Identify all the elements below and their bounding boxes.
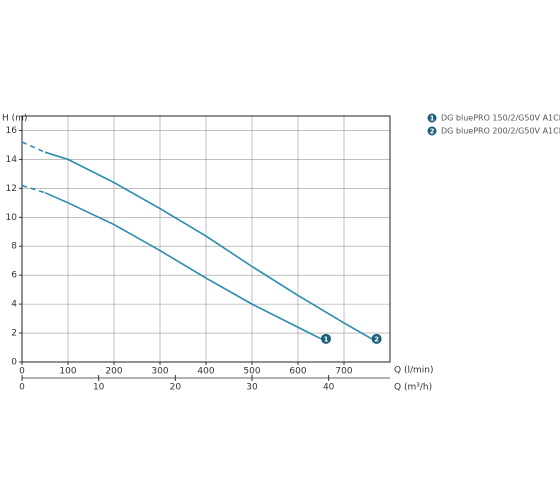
x-tick-label: 0 xyxy=(19,367,25,377)
curve-end-marker xyxy=(321,333,331,344)
x-tick-label: 100 xyxy=(59,367,76,377)
curve-dashed xyxy=(21,141,46,153)
y-tick-label: 6 xyxy=(11,271,17,281)
y-tick-label: 14 xyxy=(6,155,18,165)
y-tick-label: 2 xyxy=(11,329,17,339)
x2-axis-label: Q (m³/h) xyxy=(394,383,432,393)
x2-tick-label: 10 xyxy=(93,383,105,393)
y-tick-label: 10 xyxy=(6,213,18,223)
legend-label: DG bluePRO 150/2/G50V A1CM5 xyxy=(441,114,560,123)
curve-end-label: 1 xyxy=(324,335,329,343)
x-tick-label: 500 xyxy=(243,367,260,377)
x-tick-label: 600 xyxy=(289,367,306,377)
curve xyxy=(44,191,322,340)
y-tick-label: 16 xyxy=(6,126,18,136)
x-axis-label: Q (l/min) xyxy=(394,366,433,376)
x-tick-label: 400 xyxy=(197,367,214,377)
y-tick-label: 4 xyxy=(11,300,17,310)
plot-frame xyxy=(21,115,391,363)
x-tick-label: 200 xyxy=(105,367,122,377)
curve-end-marker xyxy=(371,333,382,344)
curve-end-label: 2 xyxy=(374,335,379,343)
x-tick-label: 700 xyxy=(335,367,352,377)
legend-marker xyxy=(427,126,437,136)
y-tick-label: 0 xyxy=(11,358,17,368)
curve xyxy=(44,151,372,340)
curve-dashed xyxy=(21,184,46,194)
x2-tick-label: 20 xyxy=(170,383,182,393)
x2-tick-label: 30 xyxy=(246,383,258,393)
y-tick-label: 12 xyxy=(6,184,17,194)
legend-marker-label: 2 xyxy=(430,128,435,136)
legend-marker-label: 1 xyxy=(430,115,435,123)
legend-marker xyxy=(427,113,437,123)
x2-tick-label: 0 xyxy=(19,383,25,393)
legend-label: DG bluePRO 200/2/G50V A1CM5 xyxy=(441,127,560,136)
x2-tick-label: 40 xyxy=(323,383,335,393)
y-axis-label: H (m) xyxy=(2,114,27,124)
x-tick-label: 300 xyxy=(151,367,168,377)
y-tick-label: 8 xyxy=(11,242,17,252)
